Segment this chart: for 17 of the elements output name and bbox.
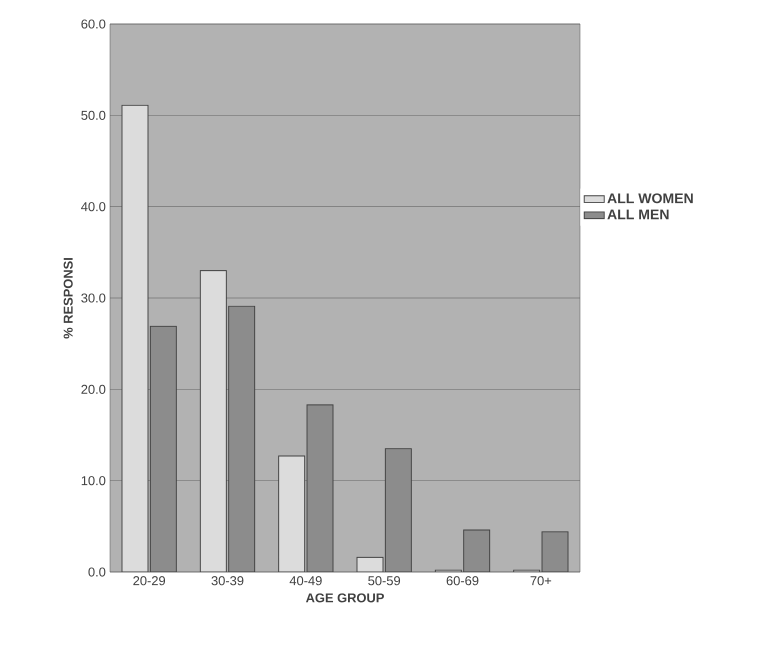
- y-tick-label: 50.0: [81, 110, 106, 120]
- legend-label: ALL MEN: [607, 210, 669, 220]
- x-tick-label: 20-29: [133, 576, 166, 586]
- x-tick-label: 70+: [530, 576, 552, 586]
- y-tick-label: 60.0: [81, 19, 106, 29]
- x-tick-label: 30-39: [212, 576, 244, 586]
- y-tick-label: 0.0: [88, 567, 106, 577]
- y-tick-label: 20.0: [81, 384, 106, 394]
- y-tick-label: 10.0: [82, 476, 106, 486]
- y-tick-label: 40.0: [81, 202, 106, 212]
- y-tick-label: 30.0: [81, 293, 106, 303]
- x-tick-label: 50-59: [368, 576, 400, 586]
- x-axis-title: AGE GROUP: [306, 593, 384, 602]
- x-tick-label: 40-49: [290, 576, 322, 586]
- legend-label: ALL WOMEN: [607, 193, 693, 204]
- y-axis-title: % RESPONSI: [64, 258, 73, 339]
- x-tick-label: 60-69: [446, 576, 478, 586]
